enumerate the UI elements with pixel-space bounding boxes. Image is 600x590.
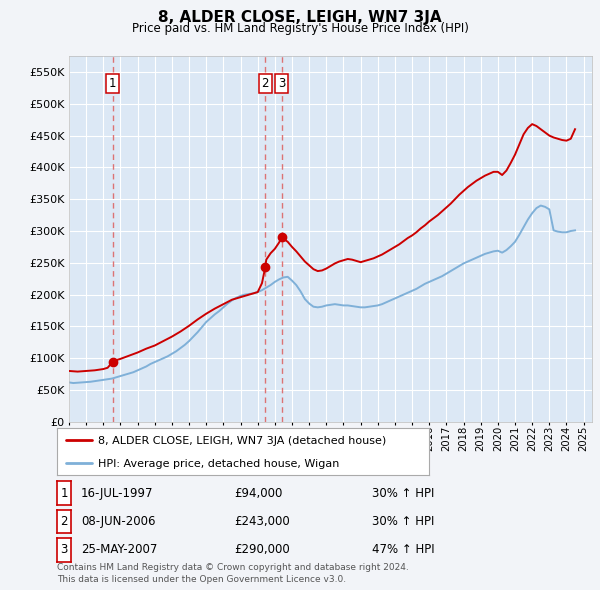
Text: 8, ALDER CLOSE, LEIGH, WN7 3JA (detached house): 8, ALDER CLOSE, LEIGH, WN7 3JA (detached… — [98, 436, 386, 446]
Text: £94,000: £94,000 — [234, 487, 283, 500]
Text: This data is licensed under the Open Government Licence v3.0.: This data is licensed under the Open Gov… — [57, 575, 346, 584]
Text: 30% ↑ HPI: 30% ↑ HPI — [372, 515, 434, 528]
Text: 2: 2 — [61, 515, 68, 528]
Text: 1: 1 — [109, 77, 116, 90]
Text: 8, ALDER CLOSE, LEIGH, WN7 3JA: 8, ALDER CLOSE, LEIGH, WN7 3JA — [158, 10, 442, 25]
Text: 47% ↑ HPI: 47% ↑ HPI — [372, 543, 434, 556]
Text: 08-JUN-2006: 08-JUN-2006 — [81, 515, 155, 528]
Text: £243,000: £243,000 — [234, 515, 290, 528]
Text: Price paid vs. HM Land Registry's House Price Index (HPI): Price paid vs. HM Land Registry's House … — [131, 22, 469, 35]
Text: 16-JUL-1997: 16-JUL-1997 — [81, 487, 154, 500]
Text: £290,000: £290,000 — [234, 543, 290, 556]
Text: 3: 3 — [61, 543, 68, 556]
Text: 2: 2 — [262, 77, 269, 90]
Text: 25-MAY-2007: 25-MAY-2007 — [81, 543, 157, 556]
Text: 3: 3 — [278, 77, 286, 90]
Text: HPI: Average price, detached house, Wigan: HPI: Average price, detached house, Wiga… — [98, 458, 339, 468]
Text: 1: 1 — [61, 487, 68, 500]
Text: Contains HM Land Registry data © Crown copyright and database right 2024.: Contains HM Land Registry data © Crown c… — [57, 563, 409, 572]
Text: 30% ↑ HPI: 30% ↑ HPI — [372, 487, 434, 500]
